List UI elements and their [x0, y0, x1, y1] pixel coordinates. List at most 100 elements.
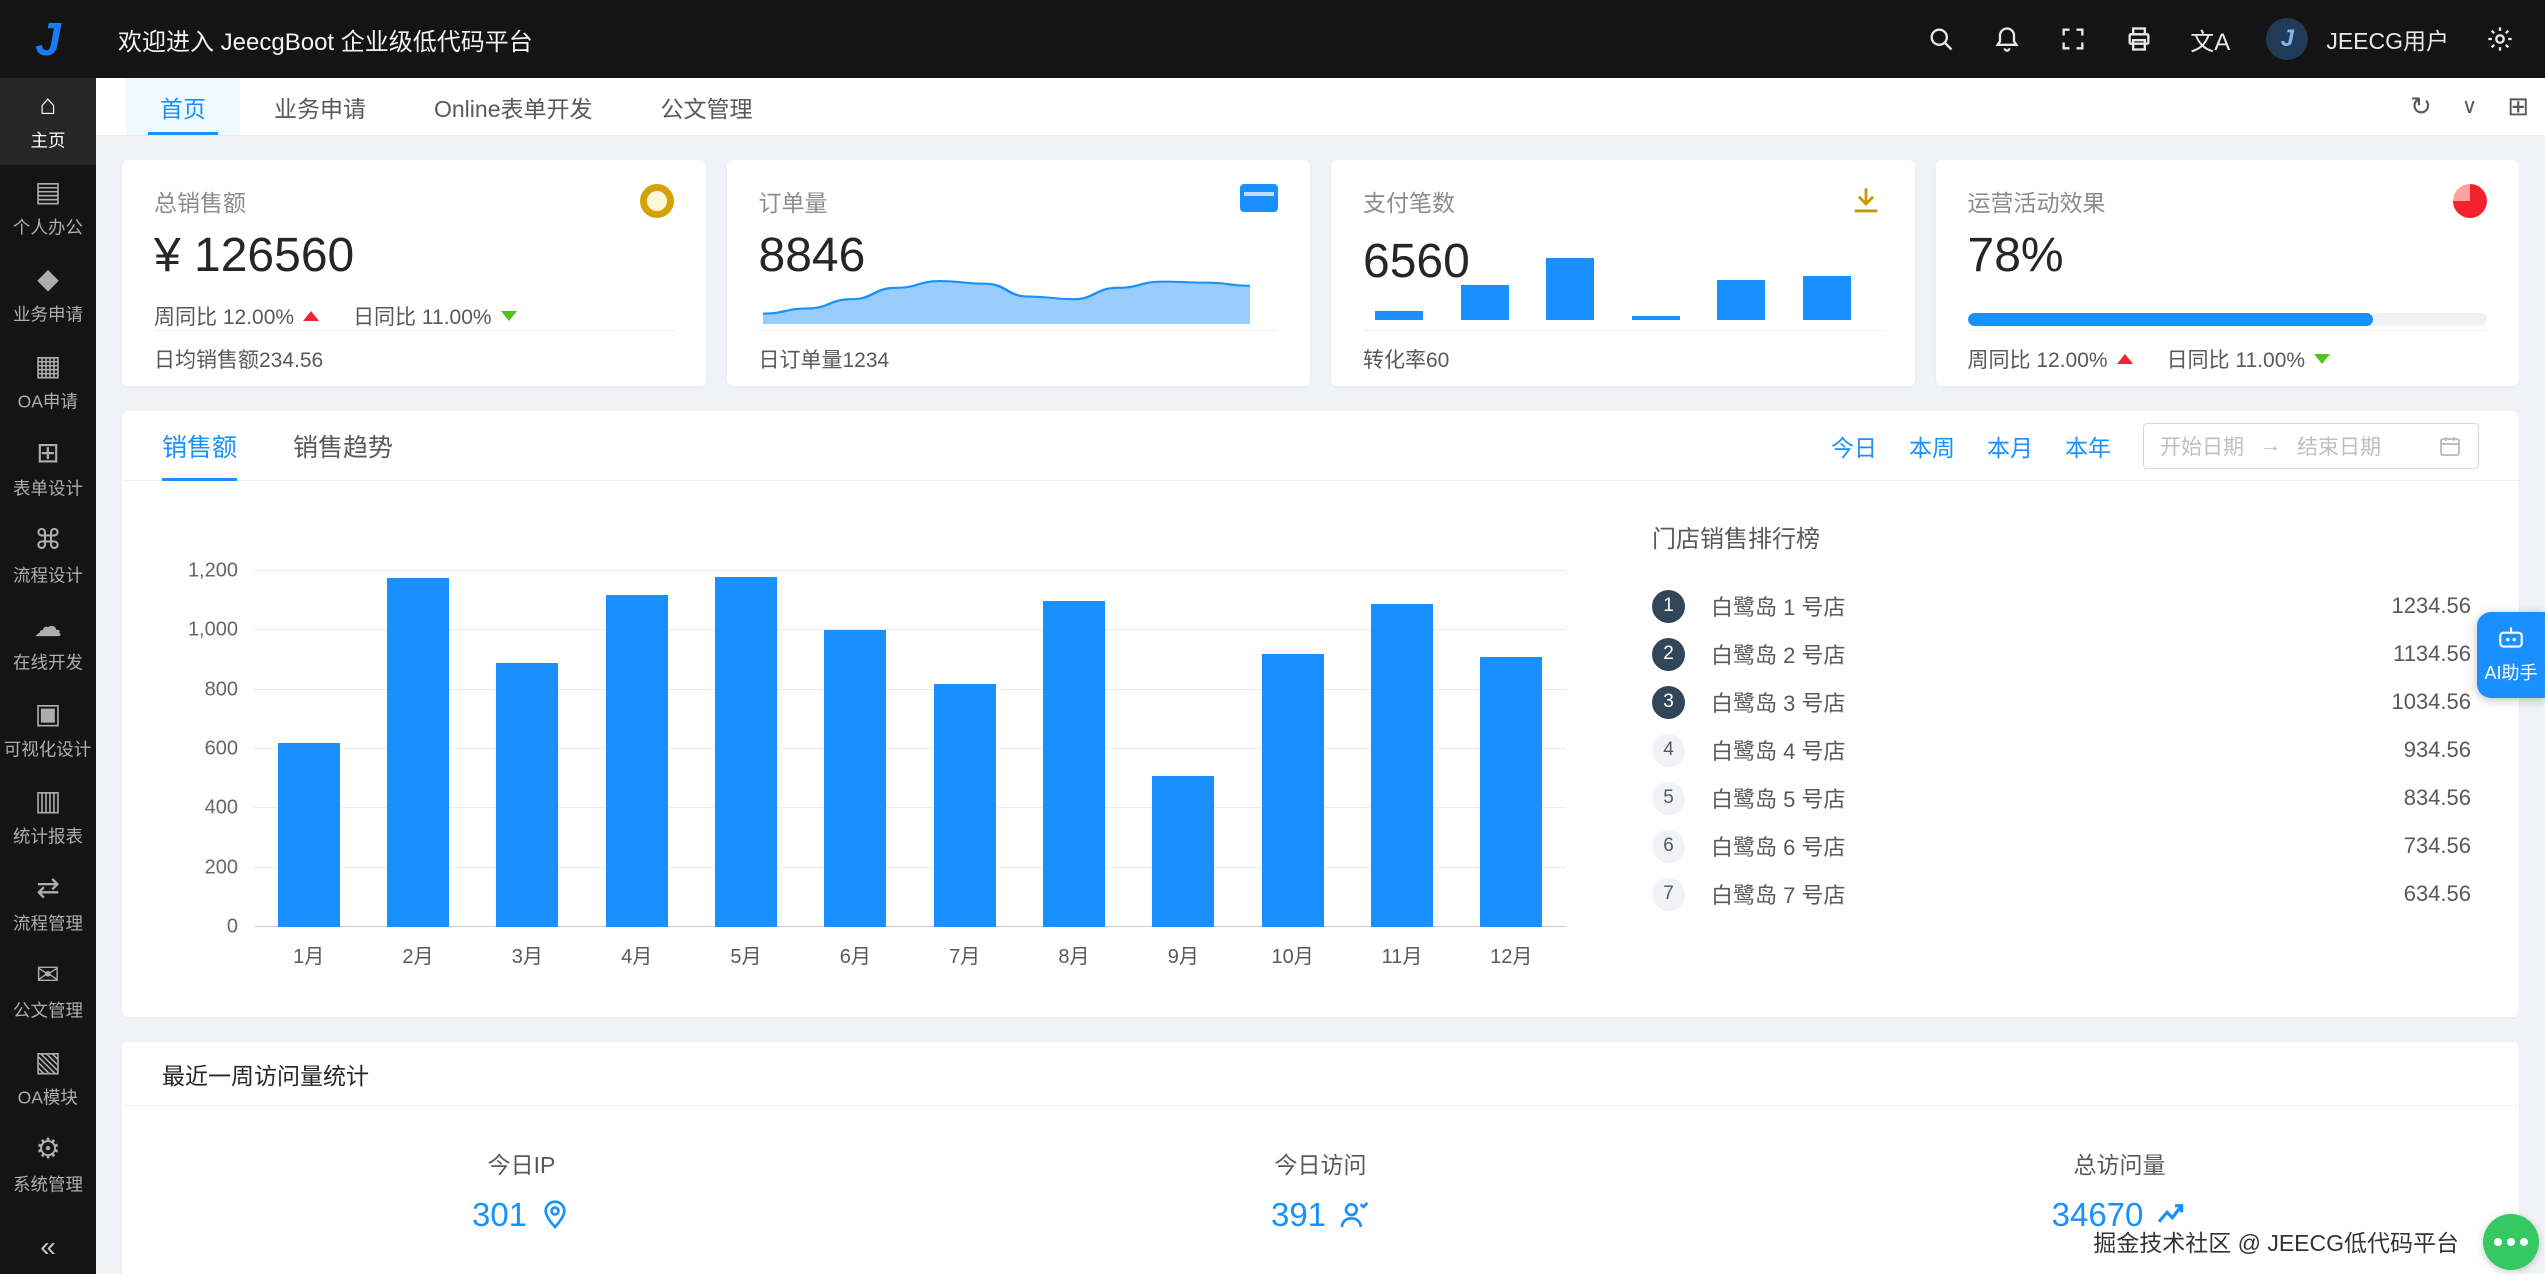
x-axis-label: 3月	[511, 946, 543, 968]
stat-label: 支付笔数	[1363, 190, 1455, 216]
bar-2月	[386, 578, 449, 927]
gridline	[254, 748, 1566, 749]
header-actions: 文A J JEECG用户	[1926, 18, 2545, 60]
page-tab-label: 公文管理	[660, 95, 753, 122]
range-link[interactable]: 本年	[2065, 434, 2111, 461]
page-tab-label: 首页	[160, 95, 206, 122]
ai-assistant-button[interactable]: AI助手	[2477, 612, 2545, 698]
ranking-title: 门店销售排行榜	[1652, 526, 1820, 553]
visits-stats-row: 今日IP 301 今日访问 391 总访问量 34670	[122, 1106, 2519, 1234]
store-name: 白鹭岛 6 号店	[1711, 835, 1846, 860]
stat-footer: 转化率60	[1363, 330, 1883, 386]
sidebar-item-icon: ▤	[34, 175, 62, 207]
page-tab[interactable]: Online表单开发	[400, 78, 626, 135]
sidebar-item[interactable]: ☁ 在线开发	[0, 600, 96, 687]
page-tab[interactable]: 首页	[126, 78, 240, 135]
date-range-picker[interactable]: 开始日期 → 结束日期	[2143, 422, 2479, 469]
pie-chart-icon	[2453, 184, 2487, 218]
x-axis-label: 11月	[1381, 946, 1423, 968]
caret-down-icon	[2314, 353, 2331, 364]
rank-badge: 4	[1652, 733, 1685, 767]
visit-stat-number: 391	[1270, 1196, 1327, 1233]
sidebar-item-label: 流程管理	[13, 914, 83, 934]
range-link[interactable]: 今日	[1831, 434, 1877, 461]
sidebar-item-icon: ▧	[34, 1045, 62, 1077]
avatar[interactable]: J	[2266, 18, 2309, 60]
sidebar-item[interactable]: ✉ 公文管理	[0, 948, 96, 1035]
sidebar-item[interactable]: ▦ OA申请	[0, 339, 96, 426]
bar-column	[1347, 571, 1456, 927]
range-link[interactable]: 本月	[1987, 434, 2033, 461]
sales-panel-tab[interactable]: 销售趋势	[293, 411, 393, 480]
fullscreen-icon[interactable]	[2058, 24, 2088, 54]
stat-trends: 周同比 12.00% 日同比 11.00%	[1968, 344, 2331, 374]
stat-footer-trends: 周同比 12.00% 日同比 11.00%	[1967, 330, 2487, 386]
sidebar-item-icon: ✉	[36, 958, 60, 990]
sidebar-item[interactable]: ⌘ 流程设计	[0, 513, 96, 600]
page-tab-label: 业务申请	[274, 95, 366, 122]
stat-value: ¥ 126560	[154, 229, 355, 282]
ranking-row: 6 白鹭岛 6 号店 734.56	[1652, 822, 2471, 870]
sales-panel-tab[interactable]: 销售额	[162, 411, 238, 481]
translate-icon[interactable]: 文A	[2190, 28, 2231, 56]
sidebar-item[interactable]: ⇄ 流程管理	[0, 861, 96, 948]
page-tab-label: Online表单开发	[434, 95, 593, 122]
store-sales-value: 1234.56	[2391, 593, 2471, 618]
visit-stat-today-visits: 今日访问 391	[921, 1146, 1720, 1234]
store-sales-value: 934.56	[2403, 737, 2471, 762]
sidebar-item[interactable]: ▥ 统计报表	[0, 774, 96, 861]
layout-toggle-icon[interactable]: ⊞	[2507, 91, 2529, 121]
date-range-arrow: →	[2260, 433, 2281, 457]
visit-stat-label: 今日IP	[487, 1152, 556, 1178]
username[interactable]: JEECG用户	[2326, 28, 2449, 54]
range-link[interactable]: 本周	[1909, 434, 1955, 461]
sidebar-item[interactable]: ▧ OA模块	[0, 1035, 96, 1122]
collapse-sidebar-button[interactable]: «	[40, 1231, 56, 1262]
rank-badge: 3	[1652, 685, 1685, 719]
logo-icon: J	[35, 13, 61, 65]
y-axis-tick: 800	[204, 678, 238, 701]
trend-week-text: 周同比 12.00%	[154, 306, 295, 329]
stat-label: 订单量	[758, 190, 828, 216]
sidebar-item[interactable]: ⌂ 主页	[0, 78, 96, 165]
bar-column	[254, 571, 363, 927]
tabs-tools: ↻ ∨ ⊞	[2410, 91, 2545, 122]
sidebar-item[interactable]: ◆ 业务申请	[0, 252, 96, 339]
sidebar-item[interactable]: ▤ 个人办公	[0, 165, 96, 252]
sidebar-item-label: OA模块	[17, 1088, 79, 1108]
trend-day-text: 日同比 11.00%	[2166, 348, 2306, 372]
sidebar-item-label: 流程设计	[13, 566, 83, 586]
x-axis-label: 4月	[621, 946, 653, 968]
gridline	[254, 866, 1566, 868]
visitor-icon	[1340, 1202, 1369, 1228]
sidebar-item[interactable]: ⊞ 表单设计	[0, 426, 96, 513]
printer-icon[interactable]	[2124, 24, 2154, 54]
sidebar-item[interactable]: ⚙ 系统管理	[0, 1122, 96, 1209]
refresh-icon[interactable]: ↻	[2410, 91, 2432, 121]
bar-6月	[824, 630, 887, 927]
date-start-placeholder[interactable]: 开始日期	[2160, 435, 2244, 459]
search-icon[interactable]	[1926, 24, 1956, 54]
page-tab[interactable]: 公文管理	[626, 78, 786, 135]
sidebar-item[interactable]: ▣ 可视化设计	[0, 687, 96, 774]
app-logo[interactable]: J	[0, 0, 96, 78]
ranking-row: 4 白鹭岛 4 号店 934.56	[1652, 726, 2471, 774]
bar-column	[1019, 571, 1128, 927]
visit-stat-value: 34670	[2052, 1196, 2188, 1234]
stat-card-orders: 订单量 8846 日订单量1234	[726, 160, 1310, 386]
customer-service-button[interactable]	[2483, 1214, 2539, 1270]
gear-icon[interactable]	[2485, 24, 2515, 54]
sidebar-item-label: OA申请	[17, 392, 79, 412]
stat-value: 8846	[758, 229, 866, 282]
y-axis-tick: 1,000	[187, 618, 238, 641]
stat-label: 运营活动效果	[1967, 190, 2106, 216]
bell-icon[interactable]	[1992, 24, 2022, 54]
page-tab[interactable]: 业务申请	[240, 78, 400, 135]
trend-day-text: 日同比 11.00%	[353, 306, 492, 329]
dot	[2507, 1238, 2515, 1246]
chevron-down-icon[interactable]: ∨	[2461, 95, 2478, 118]
mini-bar	[1546, 258, 1594, 320]
ranking-row: 3 白鹭岛 3 号店 1034.56	[1652, 678, 2471, 726]
date-end-placeholder[interactable]: 结束日期	[2297, 435, 2381, 459]
gridline	[254, 629, 1566, 631]
